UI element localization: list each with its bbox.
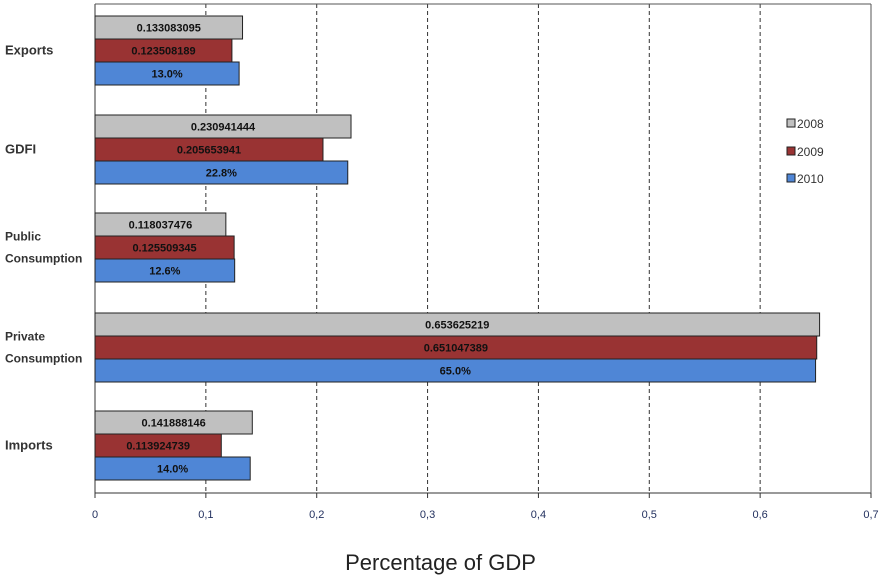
x-tick-label: 0,6 <box>752 509 767 521</box>
legend-swatch-2008 <box>786 118 796 128</box>
bar-value-label: 13.0% <box>151 69 182 81</box>
legend-swatch-2009 <box>786 146 796 156</box>
legend-label-2010: 2010 <box>797 172 824 186</box>
x-axis-title: Percentage of GDP <box>345 550 536 575</box>
x-tick-label: 0,7 <box>863 509 878 521</box>
x-tick-label: 0 <box>92 509 98 521</box>
category-label: Consumption <box>5 252 82 266</box>
bar-value-label: 14.0% <box>157 464 188 476</box>
bar-2010 <box>94 61 240 86</box>
x-tick-label: 0,5 <box>642 509 657 521</box>
bar-value-label: 0.125509345 <box>132 243 196 255</box>
legend-label-2009: 2009 <box>797 145 824 159</box>
bar-value-label: 0.118037476 <box>129 220 193 232</box>
bar-2010 <box>94 358 817 383</box>
bar-value-label: 0.123508189 <box>131 46 195 58</box>
x-tick-label: 0,2 <box>309 509 324 521</box>
bars: 0.133083095 0.123508189 13.0% 0.230941444 0.… <box>94 15 821 481</box>
legend-label-2008: 2008 <box>797 117 824 131</box>
grid-lines <box>205 4 872 493</box>
category-labels: Exports GDFI Public Consumption Private Consu… <box>5 43 82 453</box>
category-label: Exports <box>5 43 53 58</box>
category-label: Private <box>5 330 45 344</box>
category-label: Imports <box>5 438 53 453</box>
x-tick-label: 0,3 <box>420 509 435 521</box>
bar-value-label: 12.6% <box>149 266 180 278</box>
bar-value-label: 0.141888146 <box>142 418 206 430</box>
bar-2010 <box>94 258 236 283</box>
bar-value-label: 65.0% <box>440 366 471 378</box>
bar-value-label: 0.133083095 <box>137 23 201 35</box>
legend: 2008 2009 2010 <box>786 117 824 186</box>
bar-value-label: 0.205653941 <box>177 145 241 157</box>
category-label: GDFI <box>5 142 36 157</box>
bar-value-label: 0.653625219 <box>425 320 489 332</box>
category-label: Consumption <box>5 352 82 366</box>
bar-value-label: 0.230941444 <box>191 122 256 134</box>
bar-2010 <box>94 160 349 185</box>
category-label: Public <box>5 230 41 244</box>
bar-2010 <box>94 456 251 481</box>
x-tick-label: 0,4 <box>531 509 546 521</box>
bar-value-label: 22.8% <box>206 168 237 180</box>
legend-swatch-2010 <box>786 173 796 183</box>
x-tick-label: 0,1 <box>198 509 213 521</box>
bar-value-label: 0.113924739 <box>126 441 190 453</box>
bar-value-label: 0.651047389 <box>424 343 488 355</box>
